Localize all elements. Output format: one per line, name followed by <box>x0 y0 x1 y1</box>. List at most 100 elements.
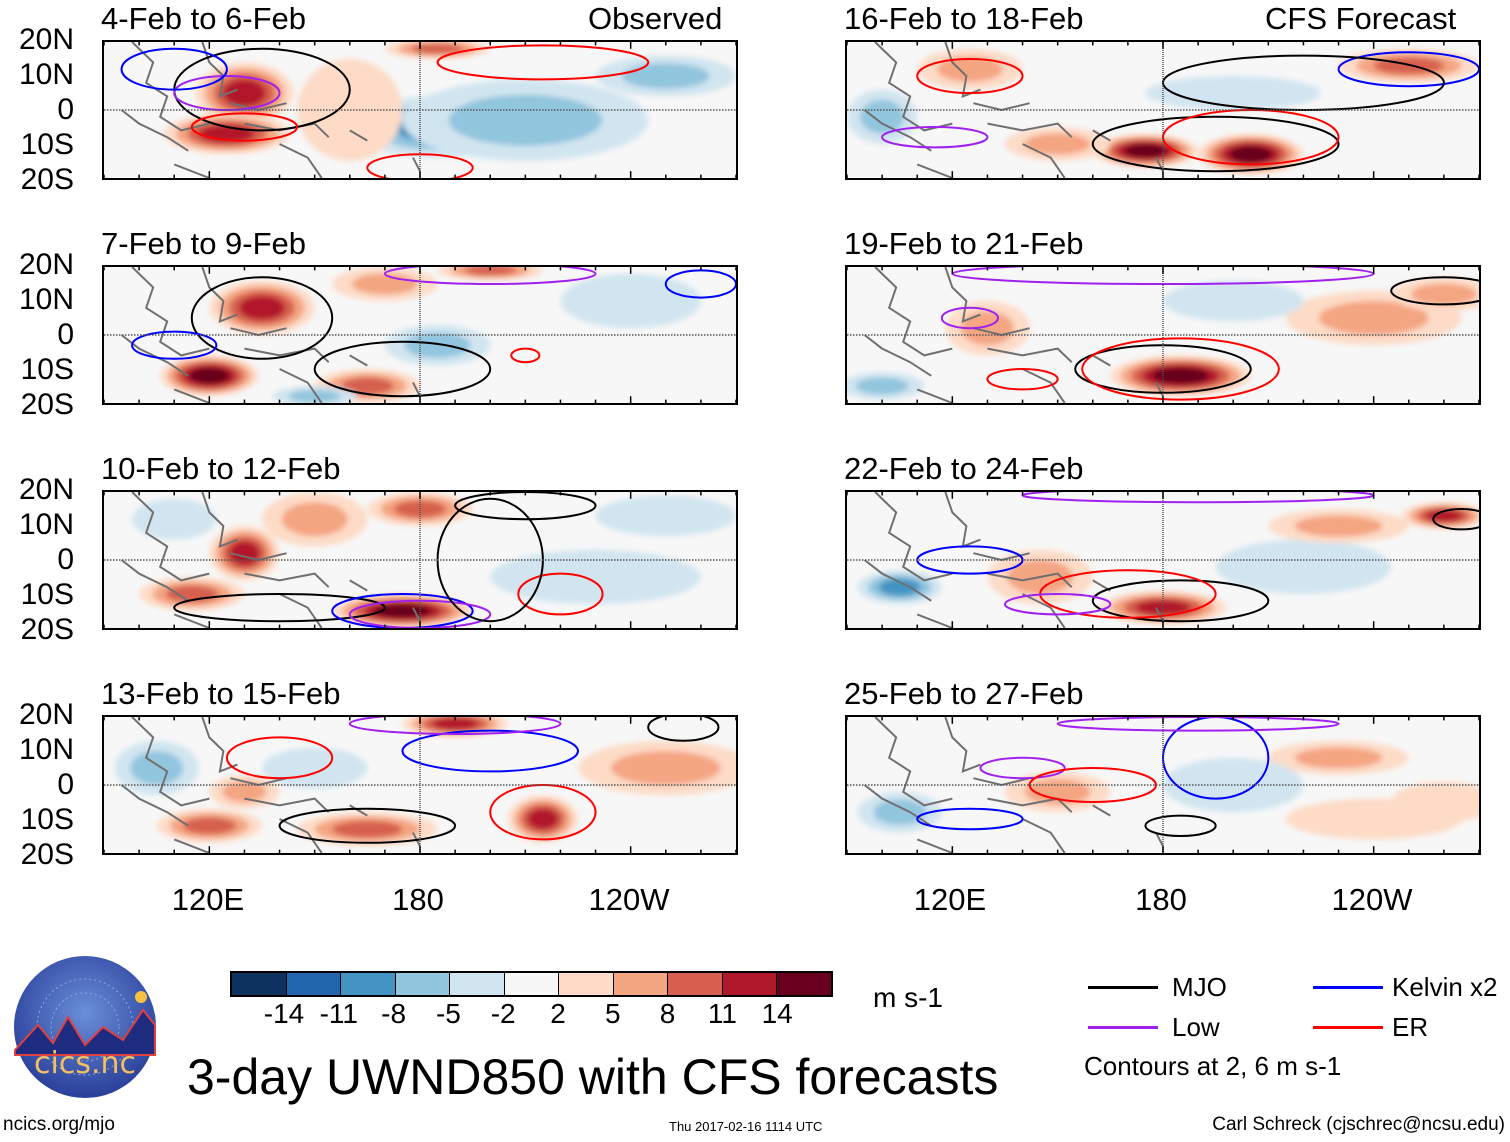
contour-er <box>917 59 1022 93</box>
anomaly-layer <box>857 740 1479 840</box>
wind-anomaly-blob <box>1145 76 1321 110</box>
contour-mjo <box>1093 580 1269 621</box>
contour-er <box>438 45 649 79</box>
legend-label: ER <box>1392 1012 1429 1042</box>
contour-er <box>1163 110 1339 164</box>
contour-mjo <box>280 809 456 843</box>
lat-label: 10S <box>20 128 74 161</box>
contour-low <box>174 76 279 110</box>
anomaly-layer <box>160 267 701 403</box>
wind-anomaly-blob <box>610 751 721 785</box>
panel-title: 13-Feb to 15-Feb <box>101 676 341 711</box>
lat-label: 0 <box>57 93 74 126</box>
lat-label: 10S <box>20 353 74 386</box>
contour-er <box>1082 338 1279 399</box>
contour-kelvin <box>1339 52 1479 86</box>
wind-anomaly-blob <box>448 94 603 146</box>
contour-mjo <box>455 492 595 519</box>
lat-label: 10N <box>18 283 74 316</box>
lat-label: 0 <box>57 543 74 576</box>
contour-mjo <box>1391 277 1479 304</box>
legend-label: MJO <box>1172 972 1227 1002</box>
contour-mjo <box>174 594 385 621</box>
map-svg <box>104 42 736 178</box>
lon-label: 120W <box>1331 882 1413 917</box>
colorbar <box>230 971 833 997</box>
contour-er <box>227 737 332 778</box>
map-panel <box>845 490 1481 630</box>
lat-label: 20S <box>20 838 74 871</box>
lat-label: 20N <box>18 248 74 281</box>
wind-anomaly-blob <box>527 808 559 830</box>
map-svg <box>104 267 736 403</box>
wind-anomaly-blob <box>1024 133 1091 155</box>
wind-anomaly-blob <box>1024 779 1091 805</box>
footer-url[interactable]: ncics.org/mjo <box>3 1114 115 1135</box>
wind-anomaly-blob <box>262 747 368 789</box>
wind-anomaly-blob <box>873 799 926 825</box>
legend-swatch-kelvin <box>1313 986 1383 989</box>
colorbar-swatch <box>722 973 777 995</box>
contour-kelvin <box>332 594 472 628</box>
wind-anomaly-blob <box>297 59 403 161</box>
wind-anomaly-blob <box>341 377 394 395</box>
panel-title: 16-Feb to 18-Feb <box>844 1 1084 36</box>
panel-title: 10-Feb to 12-Feb <box>101 451 341 486</box>
map-svg <box>847 492 1479 628</box>
contour-note: Contours at 2, 6 m s-1 <box>1084 1051 1342 1081</box>
wind-anomaly-blob <box>1215 539 1392 594</box>
wind-anomaly-blob <box>560 273 701 329</box>
colorbar-swatch <box>668 973 723 995</box>
lat-label: 20N <box>18 473 74 506</box>
wind-anomaly-blob <box>222 79 266 107</box>
wind-anomaly-blob <box>132 498 217 540</box>
wind-anomaly-blob <box>1410 283 1477 305</box>
contour-low <box>942 308 998 328</box>
lon-label: 180 <box>392 882 444 917</box>
contour-mjo <box>1145 816 1215 836</box>
panel-title: 19-Feb to 21-Feb <box>844 226 1084 261</box>
contour-mjo <box>648 717 718 741</box>
forecast-label: CFS Forecast <box>1265 1 1457 36</box>
colorbar-swatch <box>341 973 396 995</box>
contour-mjo <box>1093 117 1339 171</box>
map-svg <box>847 42 1479 178</box>
contour-mjo <box>315 342 491 396</box>
lon-label: 120W <box>588 882 670 917</box>
lat-label: 10N <box>18 733 74 766</box>
contour-kelvin <box>132 332 216 359</box>
map-panel <box>845 715 1481 855</box>
wind-anomaly-blob <box>1163 757 1304 813</box>
contour-low <box>1005 594 1110 614</box>
wind-anomaly-blob <box>1285 798 1462 840</box>
contour-mjo <box>1433 509 1479 529</box>
map-panel <box>102 715 738 855</box>
contour-er <box>511 349 539 363</box>
wind-anomaly-blob <box>1425 509 1463 522</box>
panel-title: 4-Feb to 6-Feb <box>101 1 307 36</box>
map-svg <box>104 492 736 628</box>
lat-label: 0 <box>57 768 74 801</box>
wind-anomaly-blob <box>463 267 517 276</box>
anomaly-layer <box>847 277 1479 400</box>
panel-title: 7-Feb to 9-Feb <box>101 226 307 261</box>
wind-anomaly-blob <box>1152 367 1209 384</box>
footer-author: Carl Schreck (cjschrec@ncsu.edu) <box>1212 1114 1505 1135</box>
map-panel <box>845 265 1481 405</box>
contour-low <box>350 717 561 734</box>
colorbar-swatch <box>559 973 614 995</box>
wind-anomaly-blob <box>238 295 286 320</box>
wind-anomaly-blob <box>878 578 921 596</box>
svg-text:cics.nc: cics.nc <box>34 1046 136 1081</box>
colorbar-swatch <box>504 973 559 995</box>
colorbar-tick-label: 2 <box>550 998 566 1029</box>
lat-label: 20S <box>20 163 74 196</box>
legend-swatch-er <box>1313 1026 1383 1029</box>
wind-anomaly-blob <box>961 311 1014 346</box>
wind-anomaly-blob <box>183 817 236 835</box>
wind-anomaly-blob <box>130 751 183 785</box>
legend-label: Low <box>1172 1012 1220 1042</box>
map-panel <box>102 265 738 405</box>
wind-anomaly-blob <box>222 781 267 803</box>
colorbar-swatch <box>777 973 831 995</box>
